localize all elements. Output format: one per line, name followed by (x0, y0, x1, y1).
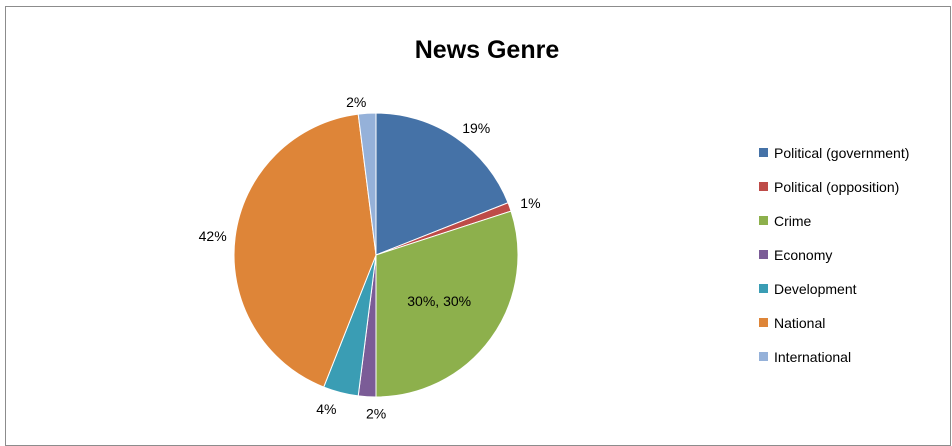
data-label-international: 2% (346, 94, 366, 110)
legend-label: Political (government) (774, 145, 909, 161)
pie-chart: News Genre 19% 1% 30%, 30% 2% 4% 42% 2% Politi… (199, 36, 910, 422)
legend-swatch (759, 250, 768, 259)
legend-label: Development (774, 281, 857, 297)
pie-slices (233, 112, 519, 398)
data-label-political-government: 19% (462, 120, 490, 136)
legend-label: Economy (774, 247, 832, 263)
chart-title: News Genre (415, 36, 560, 64)
pie-slice-political-government (375, 112, 509, 256)
legend-label: Political (opposition) (774, 179, 899, 195)
data-label-crime: 30%, 30% (407, 293, 471, 309)
data-labels: 19% 1% 30%, 30% 2% 4% 42% 2% (199, 94, 541, 422)
legend-label: International (774, 349, 851, 365)
legend-swatch (759, 216, 768, 225)
legend-swatch (759, 148, 768, 157)
data-label-national: 42% (199, 228, 227, 244)
legend-swatch (759, 182, 768, 191)
legend-swatch (759, 352, 768, 361)
legend-swatch (759, 284, 768, 293)
pie-slice-crime (375, 210, 519, 398)
legend: Political (government) Political (opposit… (759, 145, 909, 365)
data-label-economy: 2% (366, 406, 386, 422)
pie-slice-international (357, 112, 377, 256)
pie-slice-national (233, 113, 377, 388)
legend-label: National (774, 315, 825, 331)
legend-label: Crime (774, 213, 812, 229)
data-label-development: 4% (316, 401, 336, 417)
data-label-political-opposition: 1% (520, 195, 540, 211)
legend-swatch (759, 318, 768, 327)
